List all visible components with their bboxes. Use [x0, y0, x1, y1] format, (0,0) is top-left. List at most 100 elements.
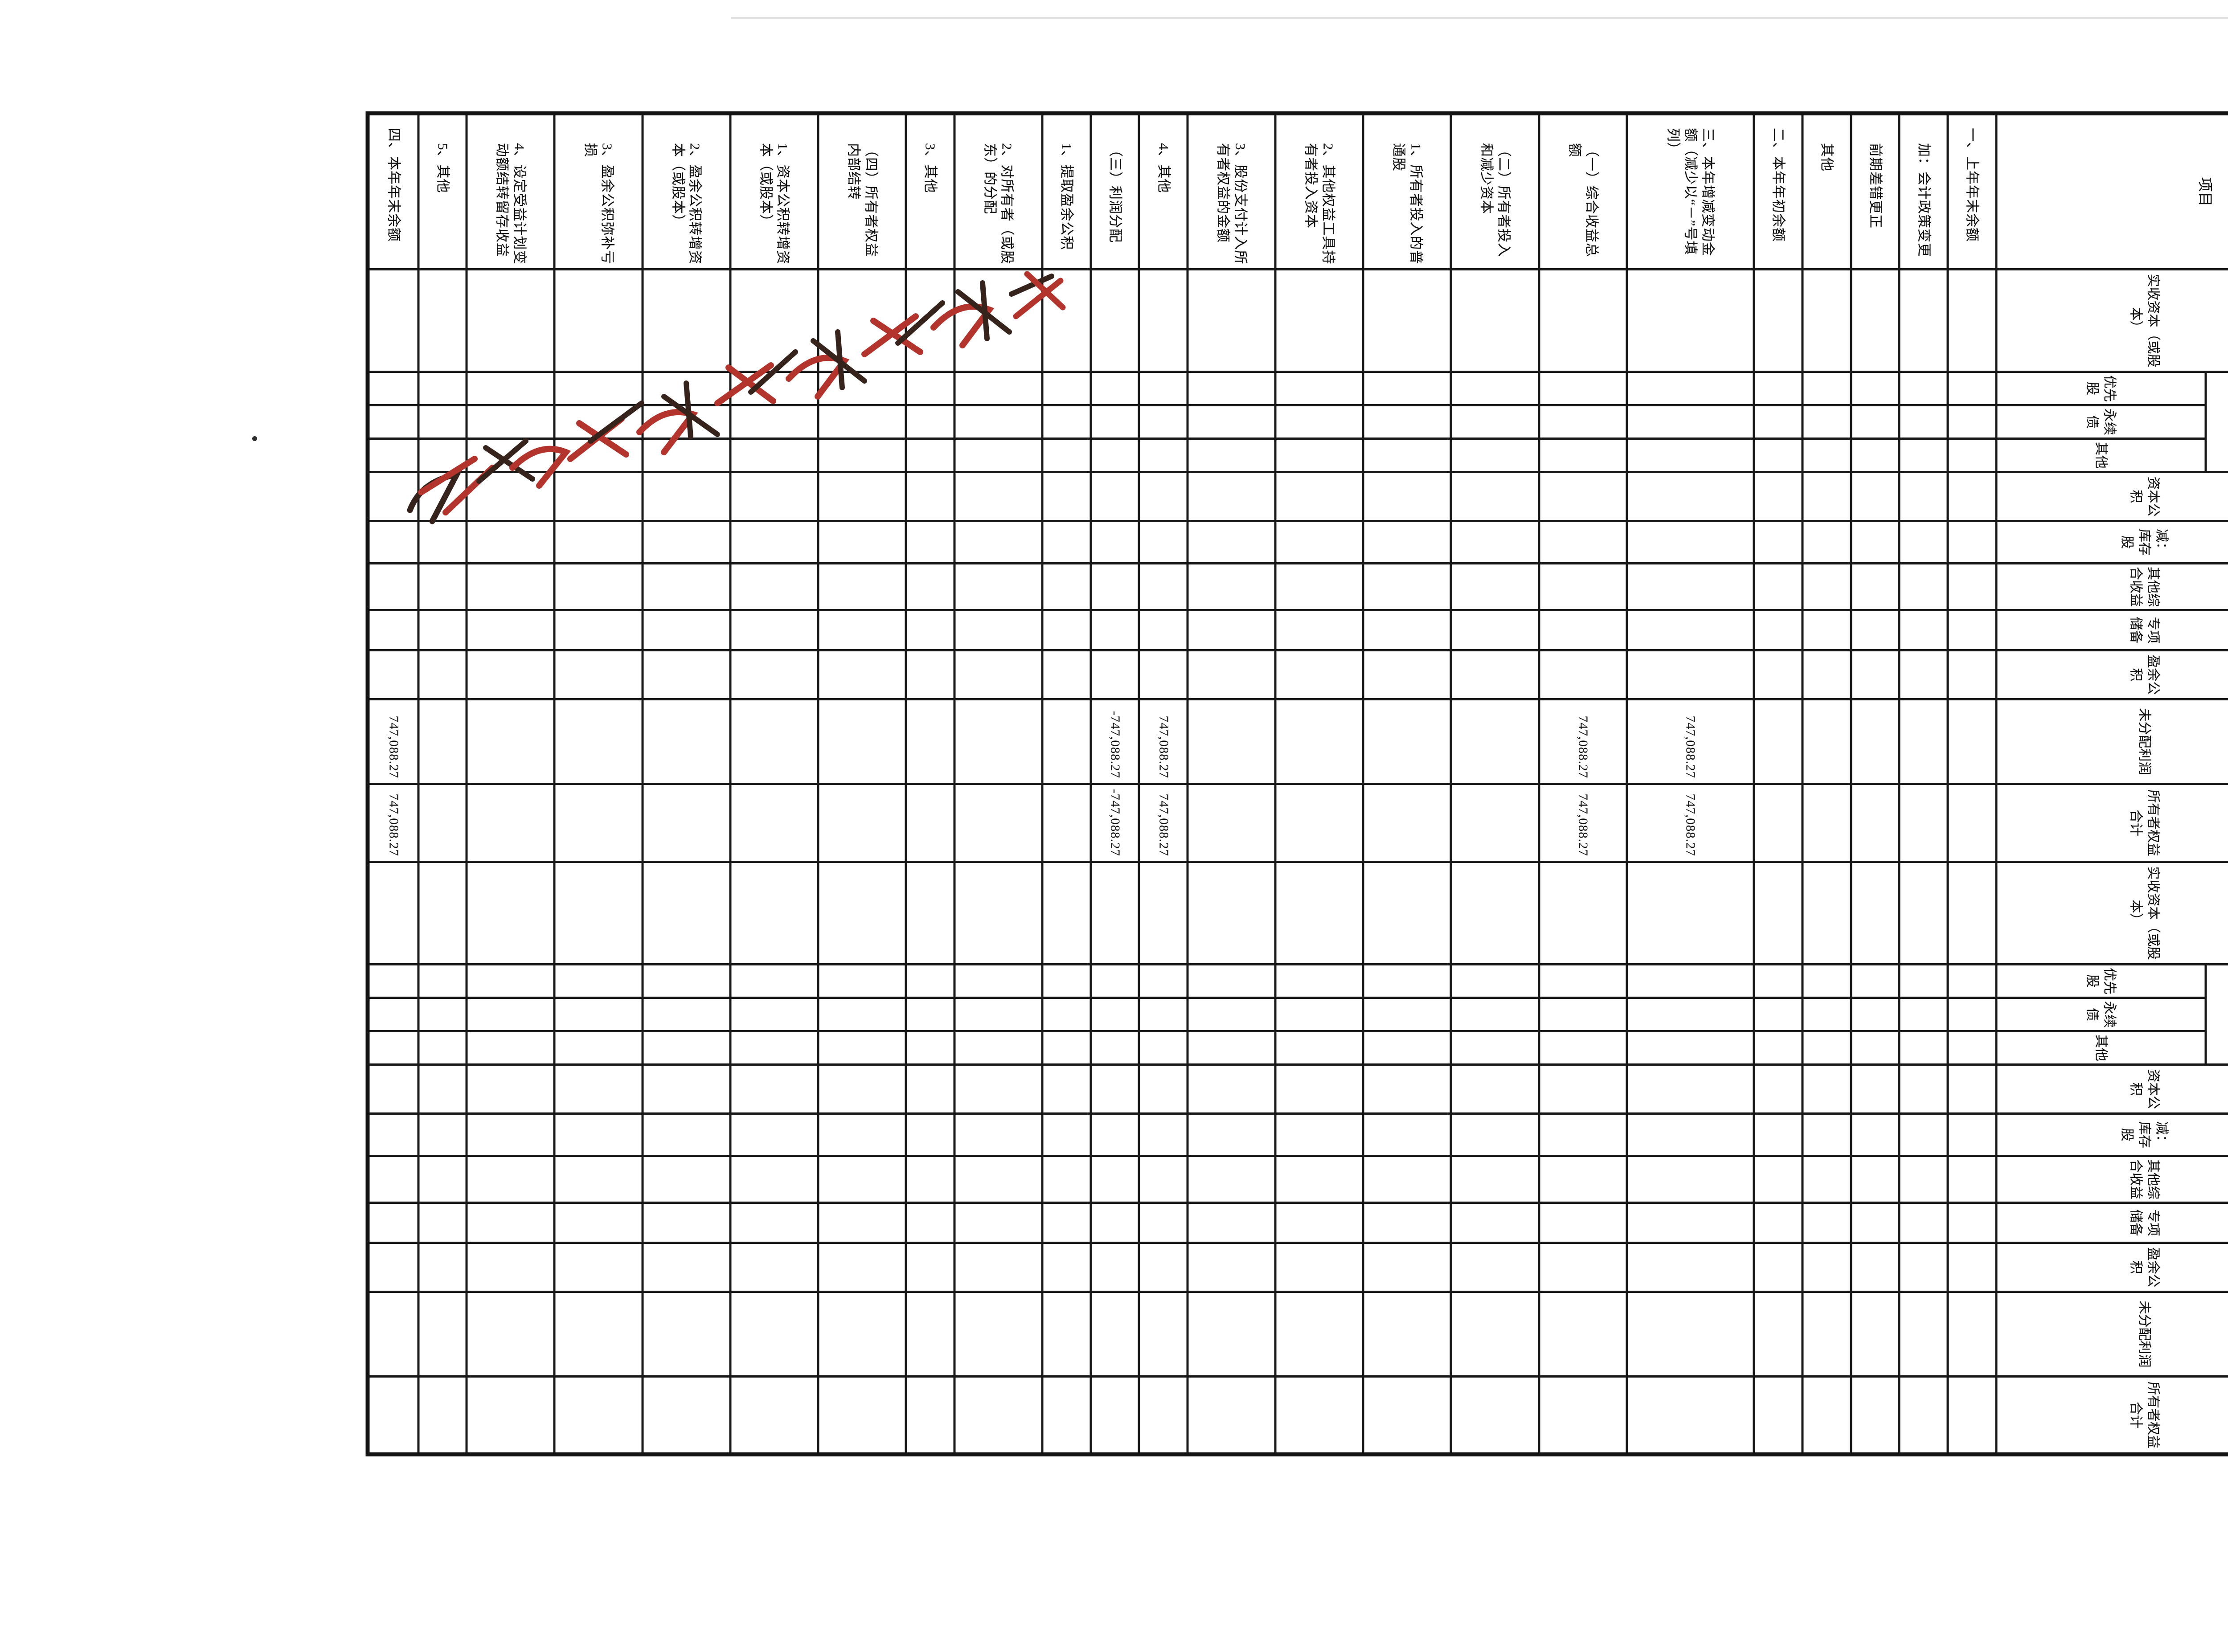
amount-cell: [642, 1202, 730, 1243]
table-row: 其他: [1802, 113, 1851, 1455]
amount-cell: [1090, 1064, 1139, 1114]
col-header-preferred-shares: 优先股: [1996, 964, 2206, 998]
amount-cell: [1275, 1113, 1363, 1156]
item-label: （四）所有者权益内部结转: [818, 113, 906, 270]
amount-cell: [905, 862, 954, 965]
amount-cell: [418, 1243, 467, 1292]
amount-cell: [954, 1243, 1042, 1292]
amount-cell: [1187, 1113, 1275, 1156]
amount-cell: [1450, 964, 1539, 998]
amount-cell: [554, 998, 643, 1031]
amount-cell: [1626, 1156, 1754, 1203]
amount-cell: [367, 964, 418, 998]
amount-cell: [1899, 1376, 1948, 1455]
amount-cell: [1450, 1243, 1539, 1292]
amount-cell: [1187, 472, 1275, 521]
amount-cell: [418, 1113, 467, 1156]
amount-cell: [1802, 1292, 1851, 1377]
amount-cell: [1947, 1031, 1996, 1065]
amount-cell: [1851, 1243, 1899, 1292]
amount-cell: [466, 1376, 554, 1455]
amount-cell: [418, 1064, 467, 1114]
amount-cell: [1753, 521, 1802, 564]
table-row: （一）综合收益总额 747,088.27 747,088.27: [1539, 113, 1627, 1455]
amount-cell: [905, 784, 954, 862]
amount-cell: [418, 1202, 467, 1243]
amount-cell: [1899, 1243, 1948, 1292]
amount-cell: [418, 1031, 467, 1065]
item-label: 前期差错更正: [1851, 113, 1899, 270]
amount-cell: [730, 1031, 818, 1065]
amount-cell: [1139, 862, 1188, 965]
amount-cell: [1802, 699, 1851, 784]
amount-cell: [1851, 472, 1899, 521]
amount-cell: [1450, 438, 1539, 472]
amount-cell: [1947, 1243, 1996, 1292]
amount-cell: [1851, 964, 1899, 998]
amount-cell: [1626, 472, 1754, 521]
amount-cell: [818, 1376, 906, 1455]
amount-cell: [466, 1031, 554, 1065]
amount-cell: [818, 998, 906, 1031]
amount-cell: [1187, 1292, 1275, 1377]
amount-cell: [1275, 699, 1363, 784]
amount-cell: [954, 1031, 1042, 1065]
amount-cell: 747,088.27: [1539, 784, 1627, 862]
amount-cell: [1851, 1202, 1899, 1243]
item-label: 1、提取盈余公积: [1042, 113, 1091, 270]
amount-cell: [1275, 1031, 1363, 1065]
col-header-preferred-shares: 优先股: [1996, 372, 2206, 405]
amount-cell: [1947, 269, 1996, 372]
amount-cell: [730, 1202, 818, 1243]
amount-cell: [1753, 1156, 1802, 1203]
amount-cell: [1539, 964, 1627, 998]
amount-cell: [1042, 610, 1091, 650]
amount-cell: [818, 862, 906, 965]
amount-cell: 747,088.27: [1139, 784, 1188, 862]
amount-cell: [554, 1031, 643, 1065]
amount-cell: [905, 1031, 954, 1065]
amount-cell: [730, 1376, 818, 1455]
amount-cell: 747,088.27: [367, 699, 418, 784]
amount-cell: [818, 1202, 906, 1243]
item-label: 3、盈余公积弥补亏损: [554, 113, 643, 270]
amount-cell: [1539, 1243, 1627, 1292]
amount-cell: [954, 1376, 1042, 1455]
col-header-paid-in-capital: 实收资本（或股本）: [1996, 269, 2228, 372]
amount-cell: [1851, 1113, 1899, 1156]
amount-cell: [1947, 438, 1996, 472]
amount-cell: -747,088.27: [1090, 784, 1139, 862]
amount-cell: [1626, 438, 1754, 472]
amount-cell: [418, 1292, 467, 1377]
amount-cell: [1187, 269, 1275, 372]
amount-cell: [367, 1113, 418, 1156]
amount-cell: [905, 1292, 954, 1377]
table-row: 前期差错更正: [1851, 113, 1899, 1455]
amount-cell: [1539, 521, 1627, 564]
amount-cell: [1275, 1292, 1363, 1377]
amount-cell: [1275, 650, 1363, 699]
amount-cell: [1450, 1202, 1539, 1243]
amount-cell: [1753, 998, 1802, 1031]
amount-cell: [1539, 563, 1627, 610]
amount-cell: [1626, 563, 1754, 610]
amount-cell: [554, 1376, 643, 1455]
amount-cell: [1363, 1202, 1451, 1243]
amount-cell: [466, 1202, 554, 1243]
amount-cell: [1139, 1376, 1188, 1455]
amount-cell: [1363, 1064, 1451, 1114]
amount-cell: [1139, 610, 1188, 650]
amount-cell: [367, 563, 418, 610]
amount-cell: [1802, 784, 1851, 862]
amount-cell: [1363, 472, 1451, 521]
amount-cell: [466, 862, 554, 965]
amount-cell: [1042, 1376, 1091, 1455]
col-header-total-equity: 所有者权益合计: [1996, 1376, 2228, 1455]
amount-cell: [1626, 521, 1754, 564]
amount-cell: [642, 699, 730, 784]
amount-cell: [554, 1292, 643, 1377]
amount-cell: [367, 1202, 418, 1243]
amount-cell: [642, 1031, 730, 1065]
amount-cell: [1802, 372, 1851, 405]
amount-cell: [730, 1064, 818, 1114]
